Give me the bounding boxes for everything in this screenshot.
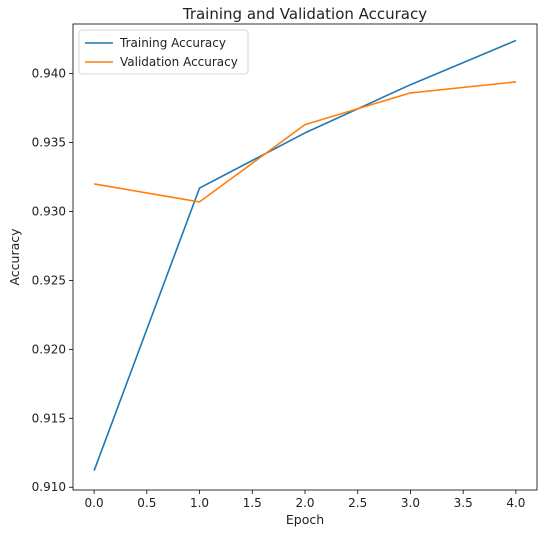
x-axis-label: Epoch (286, 512, 324, 527)
validation-accuracy-line (93, 81, 516, 203)
x-tick-label: 2.0 (295, 496, 314, 510)
y-tick-label: 0.930 (32, 205, 66, 219)
x-tick-label: 1.5 (243, 496, 262, 510)
x-tick-label: 1.0 (190, 496, 209, 510)
y-tick-label: 0.920 (32, 342, 66, 356)
x-tick-label: 4.0 (506, 496, 525, 510)
series-lines (93, 39, 517, 471)
y-tick-label: 0.935 (32, 136, 66, 150)
legend-box (78, 29, 249, 75)
x-tick-label: 3.0 (401, 496, 420, 510)
y-tick-label: 0.925 (32, 273, 66, 287)
training-accuracy-line (93, 39, 517, 471)
legend-label-validation-accuracy: Validation Accuracy (120, 55, 238, 69)
x-tick-label: 0.0 (85, 496, 104, 510)
y-tick-label: 0.940 (32, 67, 66, 81)
y-tick-label: 0.910 (32, 480, 66, 494)
y-axis-label: Accuracy (7, 228, 22, 286)
x-tick-label: 2.5 (348, 496, 367, 510)
y-axis: 0.910 0.915 0.920 0.925 0.930 0.935 0.940 (32, 67, 73, 494)
legend: Training Accuracy Validation Accuracy (78, 29, 249, 75)
x-tick-label: 3.5 (454, 496, 473, 510)
y-tick-label: 0.915 (32, 411, 66, 425)
legend-label-training-accuracy: Training Accuracy (119, 36, 226, 50)
chart-title: Training and Validation Accuracy (182, 5, 427, 23)
x-tick-label: 0.5 (137, 496, 156, 510)
plot-area (72, 23, 538, 491)
x-axis: 0.0 0.5 1.0 1.5 2.0 2.5 3.0 3.5 4.0 (85, 490, 525, 510)
